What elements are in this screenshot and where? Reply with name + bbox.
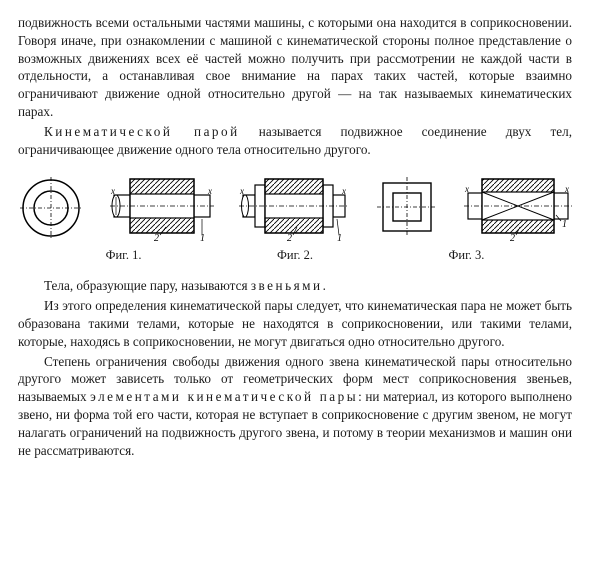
fig2-side-view: x x 2 1	[239, 169, 349, 243]
fig3-side-view: x x 2 1	[464, 169, 572, 243]
term-kinematic-pair: Кинематической парой	[44, 124, 240, 139]
svg-text:1: 1	[200, 233, 205, 243]
svg-text:1: 1	[562, 219, 567, 230]
paragraph-2: Кинематической парой называется подвижно…	[18, 123, 572, 159]
caption-fig2: Фиг. 2.	[229, 247, 361, 264]
paragraph-5: Степень ограничения свободы движения одн…	[18, 353, 572, 460]
svg-text:x: x	[207, 186, 212, 196]
svg-text:x: x	[341, 186, 346, 196]
fig1-front-view	[18, 173, 84, 243]
svg-text:2: 2	[287, 233, 292, 243]
term-elements: элементами кинематической пары	[90, 389, 358, 404]
paragraph-3: Тела, образующие пару, называются звенья…	[18, 277, 572, 295]
svg-text:2: 2	[154, 233, 159, 243]
figure-row: x x 2 1	[18, 169, 572, 243]
svg-text:2: 2	[510, 233, 515, 243]
svg-text:x: x	[464, 184, 469, 194]
figure-captions: Фиг. 1. Фиг. 2. Фиг. 3.	[18, 247, 572, 264]
svg-text:1: 1	[337, 233, 342, 243]
svg-text:x: x	[239, 186, 244, 196]
fig1-side-view: x x 2 1	[110, 169, 214, 243]
paragraph-1: подвижность всеми остальными частями маш…	[18, 14, 572, 121]
svg-text:x: x	[564, 184, 569, 194]
caption-fig1: Фиг. 1.	[18, 247, 229, 264]
term-links: звеньями.	[251, 278, 329, 293]
caption-fig3: Фиг. 3.	[361, 247, 572, 264]
paragraph-4: Из этого определения кинематической пары…	[18, 297, 572, 350]
svg-text:x: x	[110, 186, 115, 196]
fig3-front-view	[375, 173, 439, 243]
